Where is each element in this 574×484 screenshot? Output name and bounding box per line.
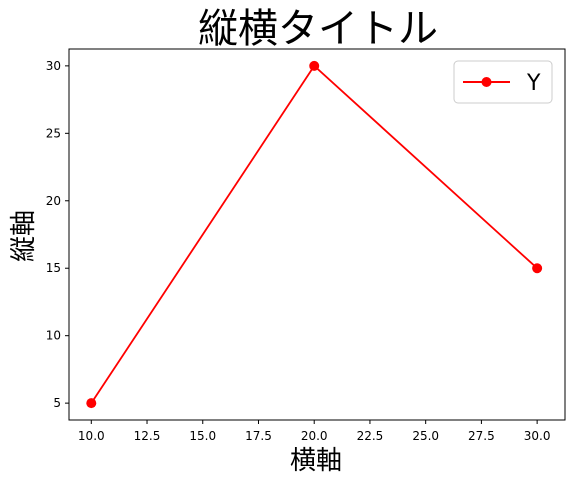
y-tick-label: 5 bbox=[53, 396, 61, 410]
legend-label-y: Y bbox=[526, 71, 541, 96]
x-tick-label: 22.5 bbox=[357, 429, 384, 443]
data-point bbox=[309, 60, 320, 71]
data-point bbox=[532, 263, 543, 274]
x-axis: 10.0 12.5 15.0 17.5 20.0 22.5 25.0 27.5 30.0 bbox=[78, 420, 551, 443]
y-tick-label: 10 bbox=[46, 329, 61, 343]
y-tick-label: 20 bbox=[46, 194, 61, 208]
data-point bbox=[86, 398, 97, 409]
x-tick-label: 10.0 bbox=[78, 429, 105, 443]
x-tick-label: 15.0 bbox=[189, 429, 216, 443]
y-tick-label: 15 bbox=[46, 261, 61, 275]
x-axis-title: 横軸 bbox=[290, 446, 342, 476]
x-tick-label: 20.0 bbox=[301, 429, 328, 443]
y-axis-title: 縦軸 bbox=[9, 210, 39, 262]
x-tick-label: 25.0 bbox=[412, 429, 439, 443]
y-tick-label: 25 bbox=[46, 126, 61, 140]
y-tick-label: 30 bbox=[46, 59, 61, 73]
legend-marker-swatch bbox=[481, 77, 492, 87]
x-tick-label: 17.5 bbox=[245, 429, 272, 443]
x-tick-label: 30.0 bbox=[524, 429, 551, 443]
legend: Y bbox=[453, 60, 553, 104]
x-tick-label: 27.5 bbox=[468, 429, 495, 443]
plot-area: 10.0 12.5 15.0 17.5 20.0 22.5 25.0 27.5 30.0 5 10… bbox=[46, 48, 566, 443]
y-axis: 5 10 15 20 25 30 bbox=[46, 59, 69, 410]
series-layer bbox=[86, 60, 543, 409]
x-tick-label: 12.5 bbox=[134, 429, 161, 443]
plot-frame bbox=[68, 48, 566, 421]
chart-title: 縦横タイトル bbox=[198, 6, 438, 52]
